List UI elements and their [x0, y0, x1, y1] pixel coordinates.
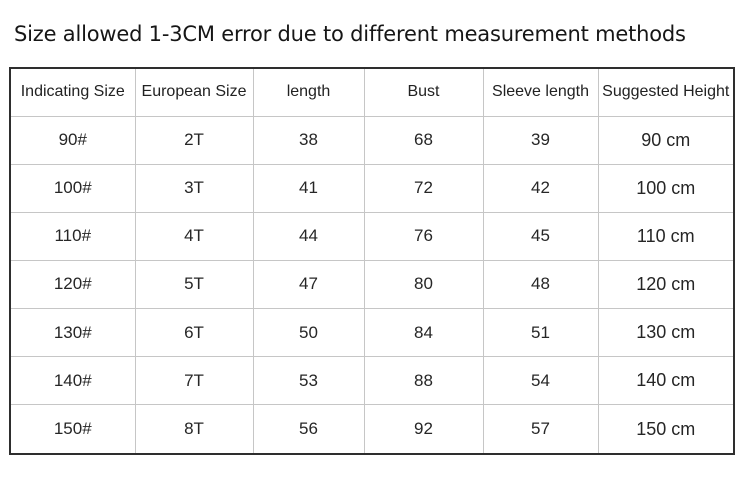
column-header-sleeve-length: Sleeve length [482, 67, 599, 117]
table-cell: 76 [363, 211, 484, 261]
table-cell: 38 [252, 115, 365, 165]
table-cell: 100 cm [597, 163, 735, 213]
table-cell: 45 [482, 211, 599, 261]
table-row: 150# 8T 56 92 57 150 cm [9, 404, 735, 455]
column-header-indicating-size: Indicating Size [9, 67, 136, 117]
table-cell: 6T [134, 307, 254, 358]
table-cell: 3T [134, 163, 254, 213]
table-cell: 150# [9, 404, 136, 455]
table-cell: 110 cm [597, 211, 735, 261]
table-cell: 50 [252, 307, 365, 358]
size-chart-table: Indicating Size European Size length Bus… [9, 67, 735, 455]
table-cell: 48 [482, 259, 599, 310]
table-cell: 42 [482, 163, 599, 213]
table-cell: 84 [363, 307, 484, 358]
table-row: 130# 6T 50 84 51 130 cm [9, 307, 735, 358]
table-cell: 88 [363, 356, 484, 406]
table-header-row: Indicating Size European Size length Bus… [9, 67, 735, 117]
table-cell: 120 cm [597, 259, 735, 310]
column-header-length: length [252, 67, 365, 117]
table-cell: 140# [9, 356, 136, 406]
table-cell: 51 [482, 307, 599, 358]
table-cell: 90 cm [597, 115, 735, 165]
table-cell: 53 [252, 356, 365, 406]
table-cell: 140 cm [597, 356, 735, 406]
column-header-european-size: European Size [134, 67, 254, 117]
column-header-suggested-height: Suggested Height [597, 67, 735, 117]
table-cell: 56 [252, 404, 365, 455]
table-row: 90# 2T 38 68 39 90 cm [9, 115, 735, 165]
table-row: 100# 3T 41 72 42 100 cm [9, 163, 735, 213]
table-cell: 120# [9, 259, 136, 310]
table-cell: 110# [9, 211, 136, 261]
table-cell: 72 [363, 163, 484, 213]
table-cell: 130# [9, 307, 136, 358]
table-cell: 7T [134, 356, 254, 406]
table-cell: 92 [363, 404, 484, 455]
table-cell: 100# [9, 163, 136, 213]
table-row: 140# 7T 53 88 54 140 cm [9, 356, 735, 406]
table-cell: 5T [134, 259, 254, 310]
table-row: 120# 5T 47 80 48 120 cm [9, 259, 735, 310]
table-cell: 2T [134, 115, 254, 165]
table-cell: 39 [482, 115, 599, 165]
table-cell: 150 cm [597, 404, 735, 455]
column-header-bust: Bust [363, 67, 484, 117]
table-row: 110# 4T 44 76 45 110 cm [9, 211, 735, 261]
table-cell: 47 [252, 259, 365, 310]
table-cell: 8T [134, 404, 254, 455]
table-cell: 130 cm [597, 307, 735, 358]
table-cell: 90# [9, 115, 136, 165]
table-cell: 68 [363, 115, 484, 165]
page-title: Size allowed 1-3CM error due to differen… [14, 22, 686, 46]
table-cell: 44 [252, 211, 365, 261]
table-cell: 57 [482, 404, 599, 455]
table-cell: 54 [482, 356, 599, 406]
table-cell: 4T [134, 211, 254, 261]
table-cell: 80 [363, 259, 484, 310]
table-cell: 41 [252, 163, 365, 213]
